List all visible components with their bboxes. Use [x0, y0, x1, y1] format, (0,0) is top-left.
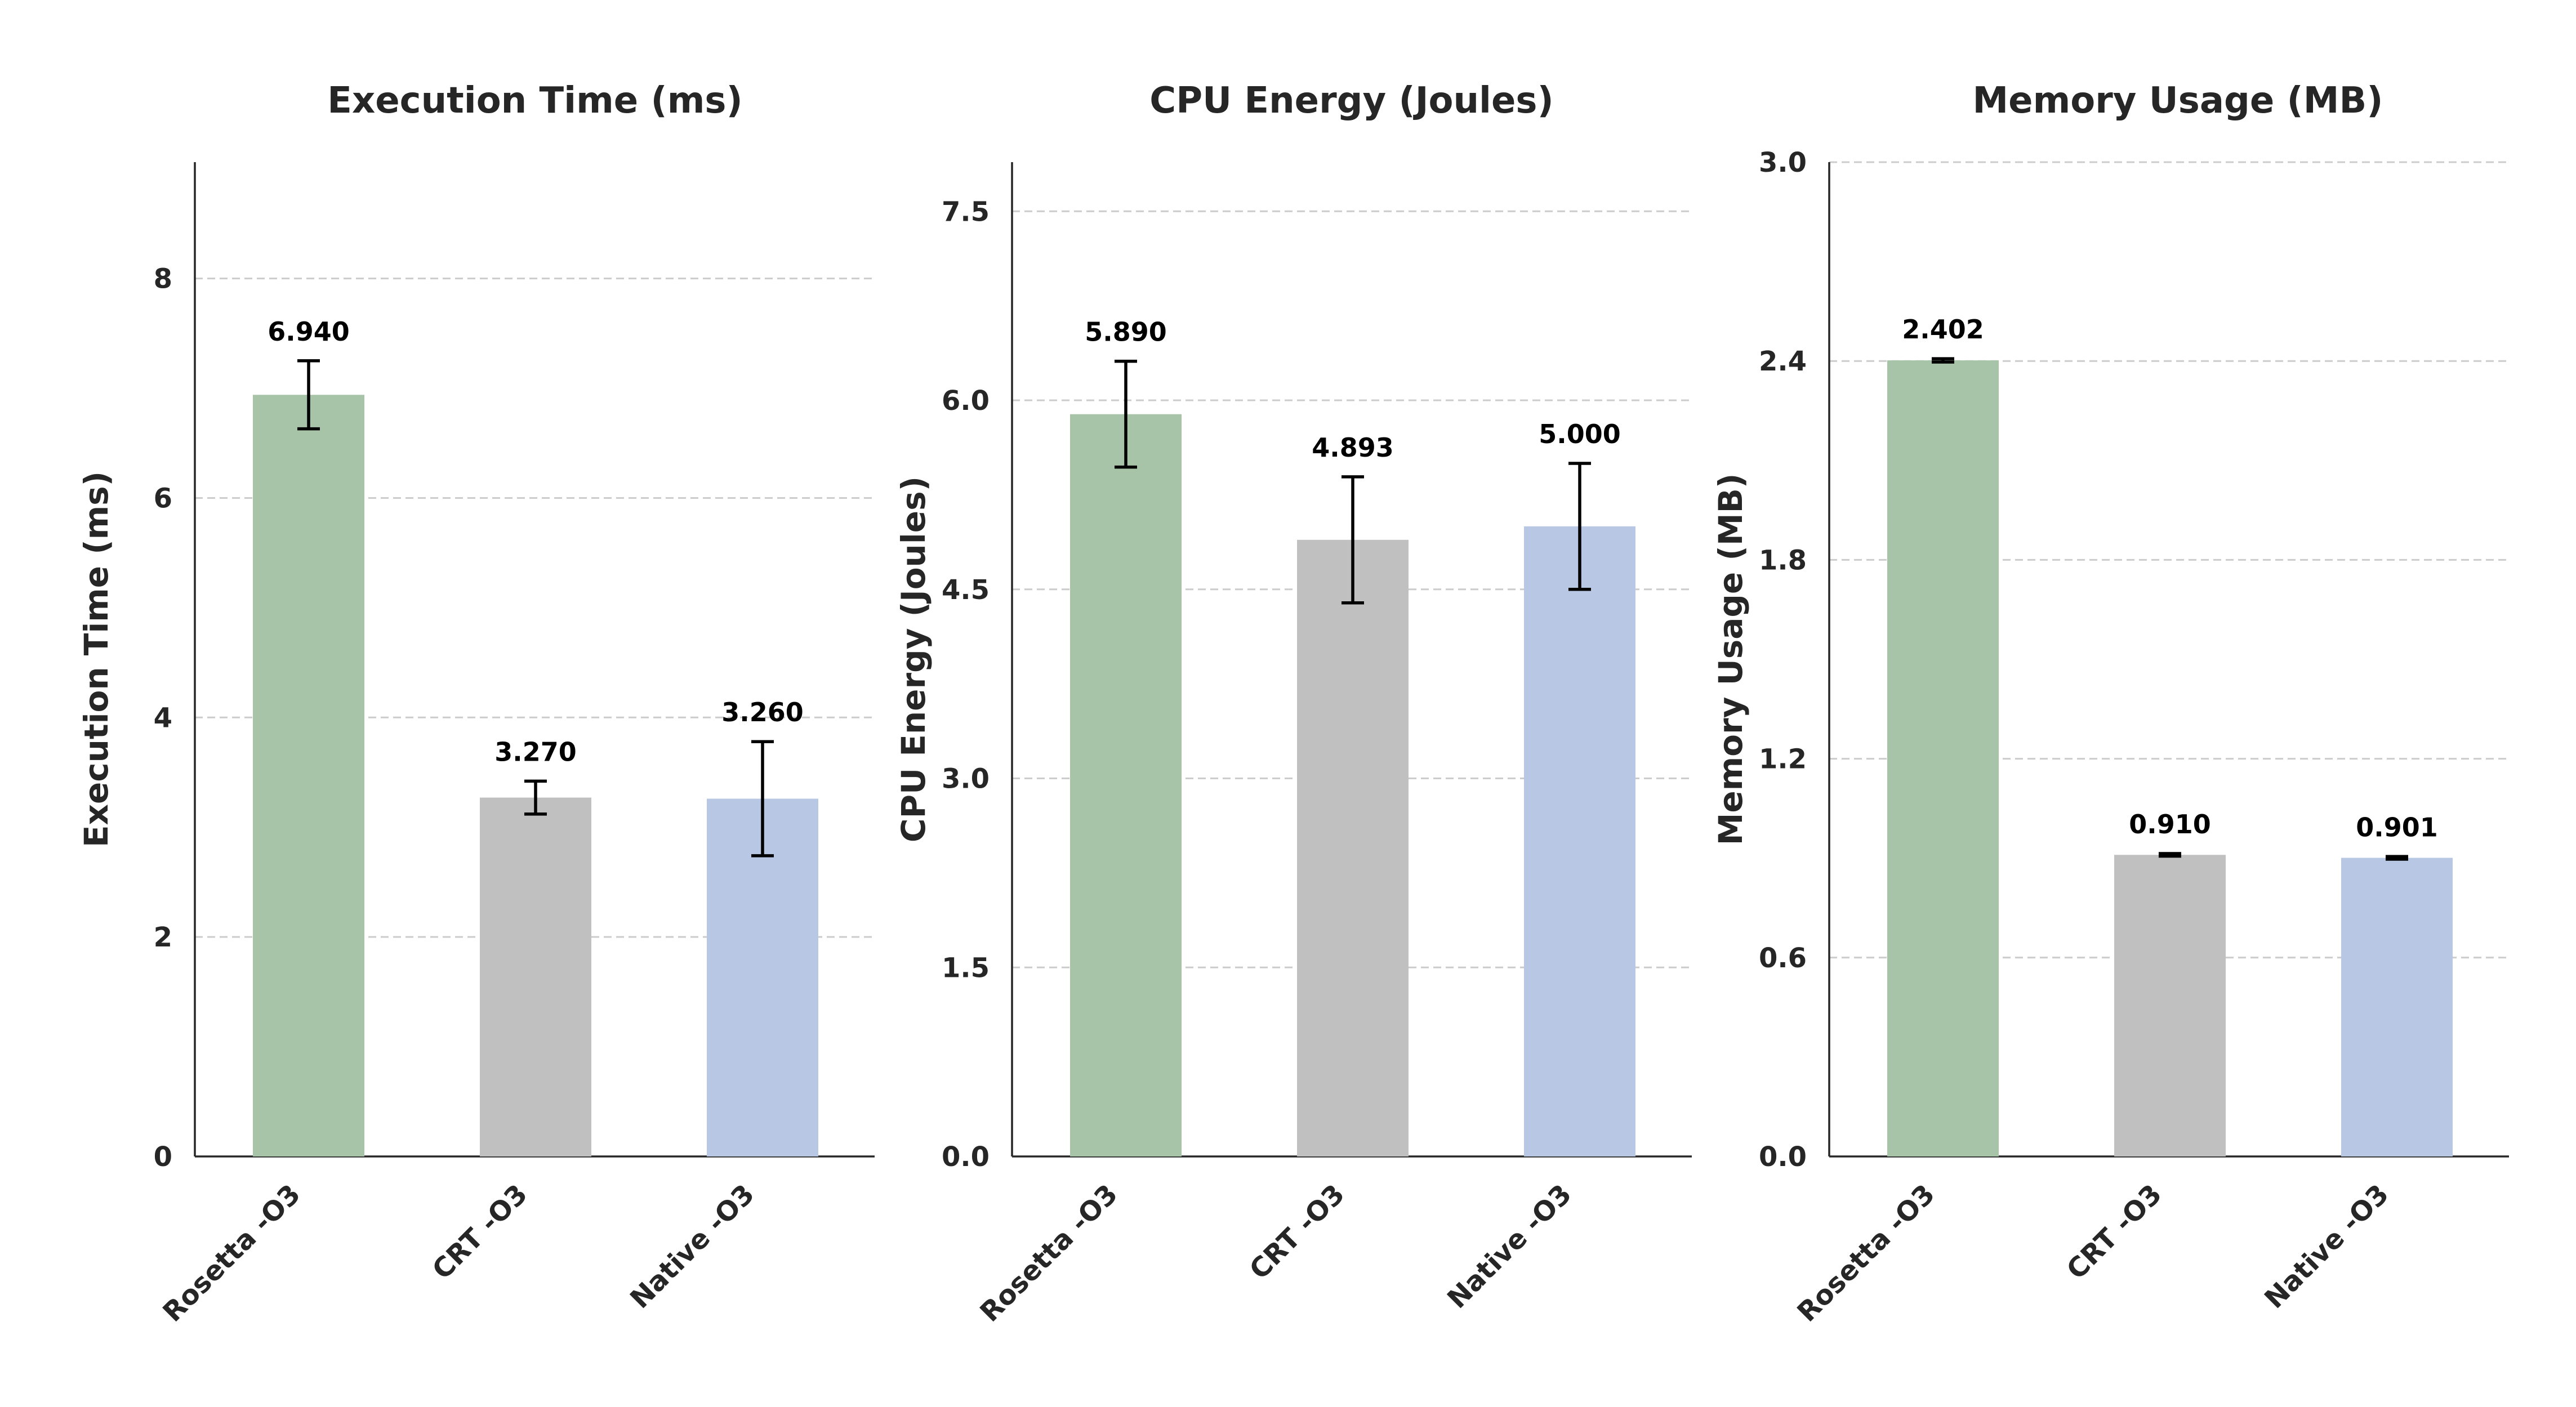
y-axis-label: Execution Time (ms)	[77, 471, 115, 847]
y-tick-label: 0.0	[1759, 1141, 1807, 1173]
bar	[2341, 857, 2453, 1156]
y-tick-label: 1.2	[1759, 744, 1807, 775]
y-tick-label: 3.0	[942, 763, 990, 795]
y-tick-label: 2	[154, 922, 172, 953]
y-tick-label: 0	[154, 1141, 172, 1173]
panel-title: CPU Energy (Joules)	[1149, 80, 1553, 122]
bar	[1297, 539, 1409, 1156]
y-tick-label: 0.0	[942, 1141, 990, 1173]
y-tick-label: 6	[154, 483, 172, 514]
y-tick-label: 1.8	[1759, 544, 1807, 576]
value-label: 3.270	[494, 736, 577, 767]
bar	[707, 798, 818, 1156]
value-label: 3.260	[721, 697, 804, 727]
y-tick-label: 6.0	[942, 385, 990, 417]
y-tick-label: 4.5	[942, 574, 990, 606]
y-tick-label: 1.5	[942, 952, 990, 984]
value-label: 5.890	[1085, 317, 1167, 347]
y-tick-label: 2.4	[1759, 346, 1807, 377]
bar	[480, 797, 591, 1156]
value-label: 6.940	[268, 316, 350, 347]
y-tick-label: 0.6	[1759, 943, 1807, 974]
value-label: 5.000	[1539, 419, 1621, 449]
bar	[1070, 414, 1182, 1156]
bar	[2114, 855, 2226, 1156]
y-axis-label: CPU Energy (Joules)	[894, 476, 933, 842]
panel-title: Execution Time (ms)	[327, 80, 743, 122]
value-label: 0.910	[2129, 809, 2211, 839]
y-tick-label: 8	[154, 263, 172, 295]
y-tick-label: 3.0	[1759, 147, 1807, 178]
y-axis-label: Memory Usage (MB)	[1712, 474, 1750, 846]
bar	[253, 395, 364, 1156]
value-label: 4.893	[1312, 432, 1394, 463]
y-tick-label: 4	[154, 702, 172, 734]
value-label: 0.901	[2356, 812, 2438, 842]
panel-title: Memory Usage (MB)	[1972, 80, 2383, 122]
value-label: 2.402	[1902, 314, 1984, 345]
bar	[1887, 360, 1999, 1156]
y-tick-label: 7.5	[942, 196, 990, 227]
bar	[1524, 526, 1635, 1157]
